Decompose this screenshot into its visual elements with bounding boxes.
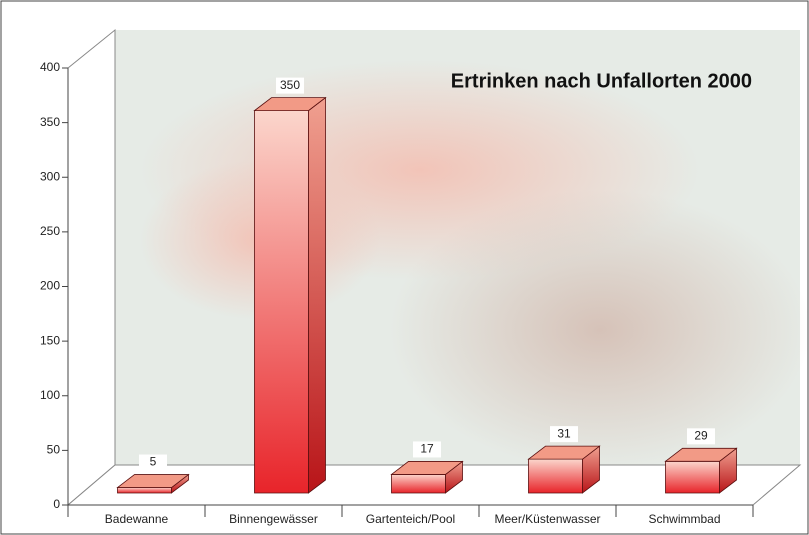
y-tick-label: 100 <box>40 388 60 402</box>
bar-face <box>527 445 601 460</box>
bar-face <box>665 460 720 494</box>
y-tick-label: 200 <box>40 279 60 293</box>
value-label: 350 <box>280 78 300 92</box>
value-label: 29 <box>694 428 708 442</box>
chart-title: Ertrinken nach Unfallorten 2000 <box>451 70 752 92</box>
photo-shape <box>390 190 809 470</box>
y-tick-label: 400 <box>40 60 60 74</box>
bar <box>664 447 738 494</box>
bar-face <box>308 96 326 494</box>
x-tick-label: Gartenteich/Pool <box>366 512 455 526</box>
bar-face <box>664 447 738 462</box>
x-tick-label: Badewanne <box>105 512 169 526</box>
y-tick-label: 250 <box>40 224 60 238</box>
bar-face <box>254 110 309 494</box>
y-tick-label: 50 <box>47 443 61 457</box>
value-label: 17 <box>420 442 434 456</box>
value-label: 5 <box>150 455 157 469</box>
y-tick-label: 0 <box>53 497 60 511</box>
bar-face <box>117 487 172 494</box>
bar <box>116 473 190 494</box>
bar-face <box>528 458 583 494</box>
side-wall <box>67 28 116 507</box>
bar-face <box>116 474 190 488</box>
value-label-bg <box>139 454 167 471</box>
value-label-bg <box>276 77 304 94</box>
bar-face <box>390 461 464 475</box>
bar <box>527 445 601 494</box>
value-label-bg <box>413 441 441 458</box>
value-label-bg <box>687 428 715 445</box>
y-tick-label: 300 <box>40 169 60 183</box>
bar-face <box>253 97 327 112</box>
bar-face <box>391 474 446 494</box>
value-label-bg <box>550 426 578 443</box>
bar <box>390 460 464 494</box>
y-tick-label: 350 <box>40 115 60 129</box>
x-tick-label: Binnengewässer <box>229 512 318 526</box>
x-tick-label: Schwimmbad <box>648 512 720 526</box>
x-tick-label: Meer/Küstenwasser <box>494 512 600 526</box>
y-tick-label: 150 <box>40 333 60 347</box>
value-label: 31 <box>557 426 571 440</box>
bar <box>253 96 327 494</box>
